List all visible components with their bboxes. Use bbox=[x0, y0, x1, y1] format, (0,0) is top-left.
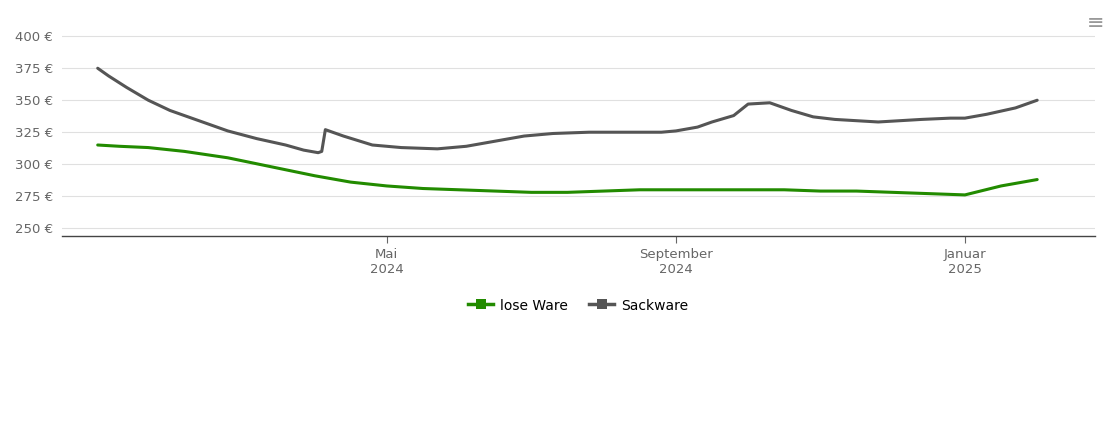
Text: ≡: ≡ bbox=[1087, 13, 1104, 33]
Legend: lose Ware, Sackware: lose Ware, Sackware bbox=[463, 293, 694, 318]
